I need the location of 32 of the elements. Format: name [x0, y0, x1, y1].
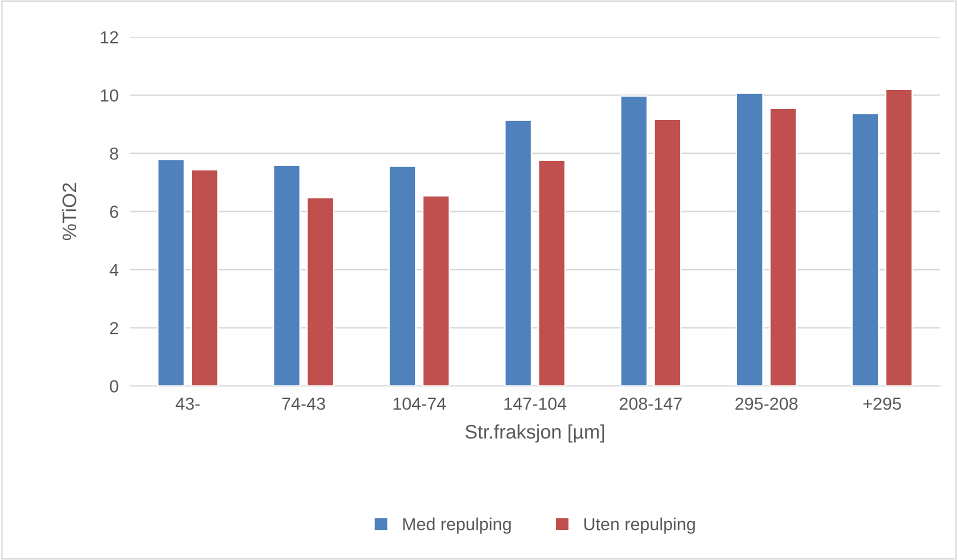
y-tick-label: 2	[110, 322, 118, 334]
bar	[769, 108, 798, 386]
bar	[504, 119, 532, 386]
legend-label: Med repulping	[403, 518, 511, 534]
x-axis-title: Str.fraksjon [µm]	[465, 424, 604, 443]
y-tick-label: 6	[110, 206, 118, 218]
legend-label: Uten repulping	[584, 518, 695, 534]
x-tick-label: 74-43	[282, 398, 326, 410]
bar	[388, 165, 417, 386]
y-tick-label: 8	[110, 148, 118, 160]
bar	[884, 88, 913, 386]
bar	[157, 158, 186, 386]
x-tick-label: 104-74	[394, 398, 446, 410]
bar	[422, 195, 450, 386]
y-axis-title: %TiO2	[62, 183, 76, 240]
x-tick-label: 43-	[176, 398, 200, 410]
y-tick-label: 4	[110, 264, 118, 276]
x-tick-label: 295-208	[735, 398, 798, 410]
y-tick-label: 0	[110, 380, 118, 392]
bar	[736, 92, 764, 386]
bar	[653, 118, 682, 386]
bar	[538, 160, 566, 386]
bar	[851, 112, 880, 386]
x-tick-label: +295	[863, 398, 901, 410]
x-tick-label: 208-147	[620, 398, 682, 410]
bar	[620, 95, 648, 386]
x-tick-label: 147-104	[504, 398, 566, 410]
bar	[306, 196, 334, 386]
bar	[190, 168, 219, 386]
bar	[272, 164, 301, 386]
y-tick-label: 10	[100, 89, 118, 102]
y-tick-label: 12	[100, 31, 118, 44]
